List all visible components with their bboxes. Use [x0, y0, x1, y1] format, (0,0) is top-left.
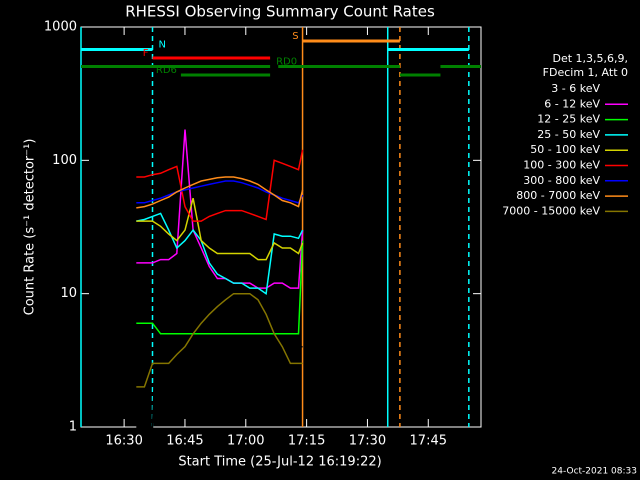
- y-tick-label: 1: [69, 420, 77, 435]
- x-tick-label: 17:30: [349, 434, 386, 449]
- series-line: [136, 176, 304, 209]
- x-tick-label: 16:45: [166, 434, 203, 449]
- legend-label: 300 - 800 keV: [523, 174, 600, 187]
- x-tick-label: 17:00: [227, 434, 264, 449]
- flag-label: N: [159, 40, 166, 51]
- legend-label: 100 - 300 keV: [523, 159, 600, 172]
- legend-label: 50 - 100 keV: [530, 143, 600, 156]
- flag-label: RD0: [276, 57, 297, 68]
- plot-frame: [80, 26, 482, 428]
- legend-label: 800 - 7000 keV: [516, 189, 600, 202]
- legend-header: Det 1,3,5,6,9,: [552, 52, 628, 65]
- x-tick-label: 17:45: [410, 434, 447, 449]
- x-tick-label: 17:15: [288, 434, 325, 449]
- series-line: [136, 180, 304, 204]
- legend-label: 7000 - 15000 keV: [502, 204, 600, 217]
- x-tick-label: 16:30: [105, 434, 142, 449]
- series-line: [136, 149, 304, 222]
- series-line: [136, 198, 304, 261]
- y-tick-label: 100: [52, 153, 77, 168]
- x-axis-label: Start Time (25-Jul-12 16:19:22): [178, 455, 381, 470]
- series-line: [136, 292, 303, 388]
- chart-title: RHESSI Observing Summary Count Rates: [125, 3, 435, 21]
- y-tick-label: 1000: [44, 20, 77, 35]
- y-axis-label: Count Rate (s⁻¹ detector⁻¹): [23, 139, 38, 316]
- legend-label: 6 - 12 keV: [544, 97, 600, 110]
- series-line: [136, 212, 304, 296]
- footer: 24-Oct-2021 08:33: [552, 467, 637, 477]
- legend-header: FDecim 1, Att 0: [543, 66, 628, 79]
- legend-label: 3 - 6 keV: [551, 82, 600, 95]
- flag-label: F: [143, 48, 149, 59]
- series-line: [136, 129, 304, 289]
- flag-label: S: [292, 31, 298, 42]
- flag-label: RD6: [156, 65, 177, 76]
- legend-label: 25 - 50 keV: [537, 128, 600, 141]
- series-line: [136, 240, 304, 335]
- legend-label: 12 - 25 keV: [537, 113, 600, 126]
- y-tick-label: 10: [60, 286, 77, 301]
